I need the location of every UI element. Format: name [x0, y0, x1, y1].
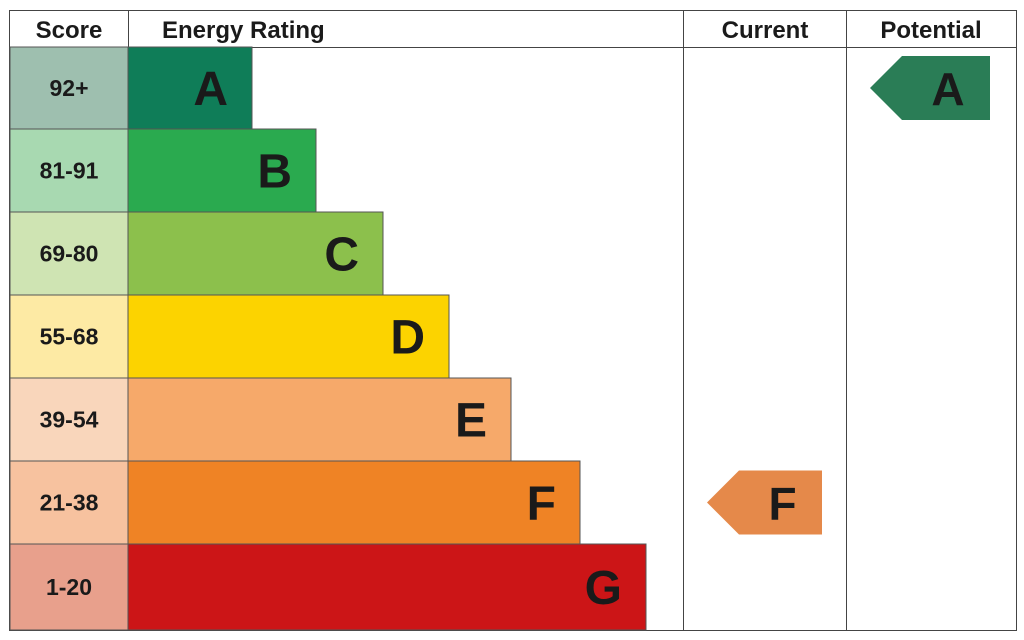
- rating-bands: 92+ A 81-91 B 69-80 C 55-68 D 39-54 E 21-38 F 1-20 G: [9, 46, 647, 631]
- rating-letter-f: F: [527, 478, 556, 531]
- rating-arrows: FA: [707, 56, 990, 535]
- header-score: Score: [36, 17, 103, 44]
- rating-letter-a: A: [193, 63, 228, 116]
- rating-bar-b: [127, 128, 317, 213]
- rating-letter-b: B: [257, 146, 292, 199]
- header-current: Current: [722, 17, 809, 44]
- score-range-g: 1-20: [46, 574, 92, 600]
- rating-bar-c: [127, 211, 384, 296]
- potential-rating-letter: A: [931, 63, 964, 115]
- potential-rating-arrow: [870, 56, 990, 120]
- score-range-d: 55-68: [40, 324, 99, 350]
- rating-bar-e: [127, 377, 512, 462]
- score-range-a: 92+: [49, 75, 88, 101]
- rating-bar-f: [127, 460, 581, 545]
- score-range-b: 81-91: [40, 158, 99, 184]
- rating-letter-d: D: [390, 312, 425, 365]
- rating-bar-a: [127, 46, 253, 130]
- rating-letter-e: E: [455, 395, 487, 448]
- score-cell-g: [9, 543, 129, 631]
- score-cell-d: [9, 294, 129, 379]
- header-potential: Potential: [880, 17, 981, 44]
- header-energy-rating: Energy Rating: [162, 17, 325, 44]
- current-rating-arrow: [707, 470, 822, 535]
- score-cell-b: [9, 128, 129, 213]
- score-cell-f: [9, 460, 129, 545]
- rating-letter-g: G: [585, 562, 622, 615]
- rating-letter-c: C: [324, 229, 359, 282]
- rating-bar-d: [127, 294, 450, 379]
- score-cell-e: [9, 377, 129, 462]
- score-range-c: 69-80: [40, 241, 99, 267]
- score-range-f: 21-38: [40, 490, 99, 516]
- score-range-e: 39-54: [40, 407, 99, 433]
- current-rating-letter: F: [768, 478, 796, 530]
- score-cell-c: [9, 211, 129, 296]
- rating-bar-g: [127, 543, 647, 631]
